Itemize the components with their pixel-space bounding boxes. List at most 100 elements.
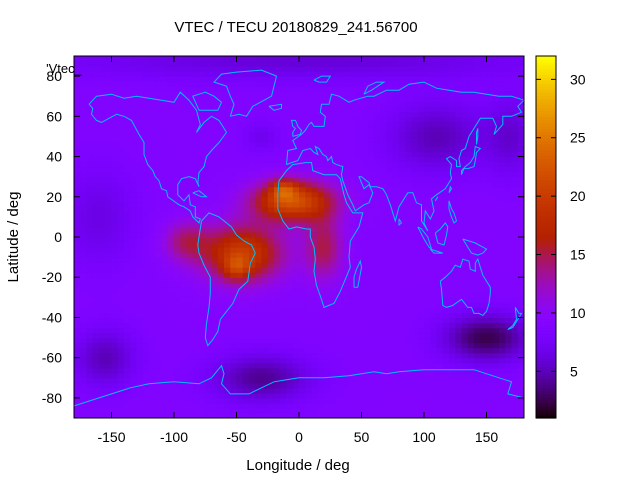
heatmap-cell [405,327,413,334]
heatmap-cell [149,141,156,148]
heatmap-cell [186,121,194,127]
heatmap-cell [336,397,344,404]
heatmap-cell [336,282,344,288]
heatmap-cell [336,76,344,82]
heatmap-cell [436,71,444,77]
heatmap-cell [474,392,481,399]
heatmap-cell [99,262,106,268]
heatmap-cell [292,91,300,97]
heatmap-cell [286,292,294,298]
heatmap-cell [305,342,313,349]
heatmap-cell [436,91,444,97]
heatmap-cell [117,317,125,324]
heatmap-cell [180,237,188,243]
heatmap-cell [336,367,344,374]
heatmap-cell [467,66,475,72]
heatmap-cell [155,111,163,117]
heatmap-cell [161,382,169,389]
heatmap-cell [230,262,238,268]
heatmap-cell [317,282,325,288]
heatmap-cell [442,267,450,273]
heatmap-cell [355,131,363,138]
heatmap-cell [236,226,244,233]
heatmap-cell [130,146,138,153]
heatmap-cell [367,262,375,268]
heatmap-cell [74,372,81,379]
heatmap-cell [180,121,188,127]
heatmap-cell [136,282,144,288]
heatmap-cell [367,96,375,102]
heatmap-cell [311,402,319,409]
heatmap-cell [461,252,469,258]
heatmap-cell [361,126,369,133]
heatmap-cell [505,372,513,379]
heatmap-cell [174,392,181,399]
heatmap-cell [355,337,363,344]
heatmap-cell [249,297,256,303]
heatmap-cell [486,76,494,82]
heatmap-cell [311,106,319,112]
heatmap-cell [161,176,169,183]
heatmap-cell [86,357,94,364]
heatmap-cell [211,377,219,384]
heatmap-cell [186,257,194,263]
heatmap-cell [367,302,375,308]
heatmap-cell [99,272,106,278]
heatmap-cell [411,412,419,418]
heatmap-cell [217,407,225,414]
heatmap-cell [499,201,506,208]
heatmap-cell [111,382,119,389]
heatmap-cell [411,382,419,389]
heatmap-cell [230,221,238,228]
heatmap-cell [267,347,275,354]
heatmap-cell [230,201,238,208]
heatmap-cell [224,66,231,72]
heatmap-cell [136,191,144,198]
heatmap-cell [342,392,350,399]
heatmap-cell [217,91,225,97]
heatmap-cell [224,312,231,319]
heatmap-cell [205,131,213,138]
heatmap-cell [167,146,175,153]
heatmap-cell [486,91,494,97]
heatmap-cell [405,247,413,253]
heatmap-cell [155,141,163,148]
heatmap-cell [267,282,275,288]
heatmap-cell [224,206,231,213]
heatmap-cell [130,176,138,183]
heatmap-cell [461,412,469,418]
heatmap-cell [242,91,250,97]
heatmap-cell [474,267,481,273]
heatmap-cell [186,81,194,87]
heatmap-cell [236,247,244,253]
heatmap-cell [430,277,438,283]
heatmap-cell [430,166,438,173]
heatmap-cell [299,342,306,349]
heatmap-cell [342,397,350,404]
heatmap-cell [317,126,325,133]
heatmap-cell [361,327,369,334]
heatmap-cell [317,66,325,72]
heatmap-cell [461,141,469,148]
heatmap-cell [317,262,325,268]
heatmap-cell [186,402,194,409]
heatmap-cell [311,327,319,334]
heatmap-cell [342,237,350,243]
heatmap-cell [342,226,350,233]
heatmap-cell [167,91,175,97]
heatmap-cell [336,277,344,283]
heatmap-cell [380,237,388,243]
heatmap-cell [367,116,375,122]
heatmap-cell [280,277,288,283]
heatmap-cell [280,101,288,107]
heatmap-cell [186,66,194,72]
heatmap-cell [292,191,300,198]
heatmap-cell [174,206,181,213]
heatmap-cell [149,206,156,213]
heatmap-cell [205,262,213,268]
heatmap-cell [274,337,281,344]
heatmap-cell [174,126,181,133]
heatmap-cell [467,287,475,293]
heatmap-cell [411,116,419,122]
